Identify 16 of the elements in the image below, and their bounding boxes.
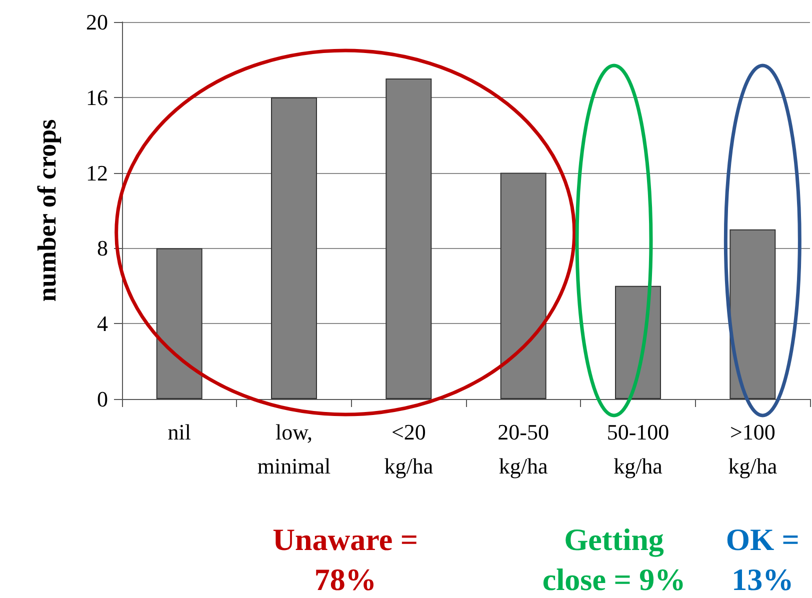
x-tick-label: nil: [168, 420, 191, 444]
text: Unaware = 78%: [272, 521, 420, 598]
y-tick-label: 16: [86, 84, 108, 110]
y-axis-title: number of crops: [32, 119, 62, 302]
x-tick-label: 20-50 kg/ha: [498, 420, 549, 478]
x-tick-label: low, minimal: [257, 420, 331, 478]
y-tick-label: 20: [86, 10, 108, 34]
text: Getting close = 9%: [541, 521, 687, 598]
x-tick-label: <20 kg/ha: [384, 420, 434, 478]
x-tick-label: >100 kg/ha: [728, 420, 778, 478]
y-tick-label: 12: [86, 160, 108, 186]
y-tick-label: 4: [97, 311, 108, 336]
y-tick-label: 0: [97, 386, 108, 412]
y-tick-label: 8: [97, 236, 108, 261]
text: OK = 13%: [724, 521, 800, 598]
x-tick-label: 50-100 kg/ha: [606, 420, 670, 478]
